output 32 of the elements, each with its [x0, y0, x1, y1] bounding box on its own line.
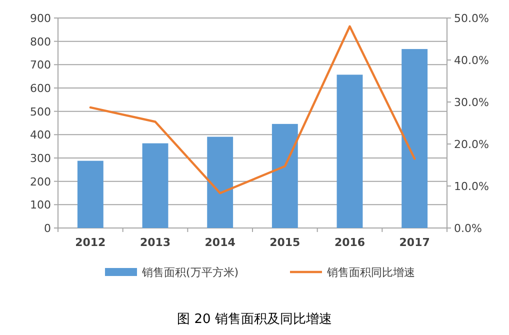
y-tick-label: 0 — [44, 222, 51, 235]
bar — [402, 49, 428, 228]
y-tick-label: 300 — [30, 152, 51, 165]
x-tick-label: 2015 — [270, 236, 300, 249]
y-tick-label: 400 — [30, 128, 51, 142]
y-tick-label: 800 — [30, 35, 51, 48]
x-tick-label: 2013 — [140, 236, 171, 249]
y-tick-label: 100 — [30, 198, 51, 212]
x-tick-label: 2014 — [204, 236, 236, 249]
y-tick-label: 900 — [30, 12, 51, 25]
y2-tick-label: 50.0% — [454, 12, 489, 25]
line-series — [89, 25, 416, 194]
bar — [272, 124, 298, 228]
x-tick-label: 2017 — [399, 236, 430, 249]
y2-tick-label: 0.0% — [454, 222, 482, 235]
legend-label: 销售面积同比增速 — [326, 266, 415, 279]
y-tick-label: 600 — [30, 82, 51, 95]
bar — [336, 74, 363, 228]
y2-tick-label: 20.0% — [454, 138, 489, 151]
legend-label: 销售面积(万平方米) — [141, 266, 239, 279]
x-tick-label: 2016 — [334, 236, 366, 249]
y-tick-label: 700 — [30, 58, 51, 72]
bar — [77, 160, 104, 228]
y-tick-label: 200 — [30, 175, 51, 188]
x-tick-label: 2012 — [75, 236, 106, 249]
y-tick-label: 500 — [30, 105, 51, 118]
bar — [207, 136, 234, 228]
y2-tick-label: 10.0% — [454, 180, 489, 193]
bar — [142, 143, 168, 228]
caption: 图 20 销售面积及同比增速 — [177, 312, 332, 327]
y2-tick-label: 40.0% — [454, 54, 489, 67]
y2-tick-label: 30.0% — [454, 96, 489, 109]
